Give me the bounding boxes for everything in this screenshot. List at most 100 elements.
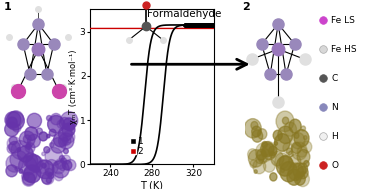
- Circle shape: [269, 146, 277, 156]
- Circle shape: [284, 122, 296, 136]
- Circle shape: [251, 122, 258, 129]
- Circle shape: [256, 155, 264, 164]
- Text: Formaldehyde: Formaldehyde: [146, 9, 221, 19]
- Circle shape: [63, 131, 75, 143]
- Circle shape: [26, 154, 41, 170]
- Circle shape: [27, 113, 41, 128]
- Text: Fe HS: Fe HS: [332, 45, 357, 54]
- Circle shape: [301, 141, 312, 153]
- Circle shape: [259, 154, 267, 163]
- Circle shape: [301, 126, 306, 131]
- Circle shape: [52, 161, 65, 174]
- Circle shape: [26, 144, 31, 149]
- Circle shape: [45, 168, 53, 176]
- Circle shape: [63, 137, 71, 145]
- Circle shape: [60, 165, 66, 171]
- Circle shape: [13, 124, 21, 132]
- Circle shape: [25, 143, 35, 153]
- Circle shape: [23, 153, 38, 168]
- Circle shape: [7, 117, 17, 127]
- Circle shape: [258, 129, 267, 139]
- Circle shape: [257, 149, 266, 160]
- Circle shape: [25, 127, 38, 140]
- Circle shape: [288, 151, 294, 157]
- Circle shape: [49, 143, 54, 147]
- Circle shape: [287, 169, 301, 185]
- Text: Fe LS: Fe LS: [332, 16, 355, 25]
- Circle shape: [283, 117, 289, 124]
- Circle shape: [63, 149, 68, 154]
- Circle shape: [48, 115, 64, 133]
- Circle shape: [46, 115, 52, 121]
- Text: O: O: [332, 161, 339, 170]
- Circle shape: [293, 163, 306, 178]
- Circle shape: [303, 136, 307, 140]
- Circle shape: [11, 141, 29, 159]
- Circle shape: [252, 130, 263, 142]
- Circle shape: [65, 160, 76, 171]
- Circle shape: [292, 142, 307, 160]
- Circle shape: [275, 153, 289, 169]
- Circle shape: [23, 168, 37, 182]
- Circle shape: [253, 159, 266, 174]
- Circle shape: [289, 119, 301, 133]
- Circle shape: [53, 133, 67, 147]
- Circle shape: [6, 165, 18, 177]
- Circle shape: [261, 142, 274, 157]
- Circle shape: [67, 123, 74, 131]
- Circle shape: [61, 155, 71, 164]
- Circle shape: [244, 119, 261, 138]
- Circle shape: [59, 117, 70, 129]
- Circle shape: [17, 148, 20, 151]
- Circle shape: [51, 113, 61, 125]
- Circle shape: [276, 156, 294, 176]
- Circle shape: [59, 133, 74, 149]
- Circle shape: [264, 159, 275, 172]
- Circle shape: [280, 162, 298, 182]
- Circle shape: [296, 172, 309, 187]
- Circle shape: [6, 155, 23, 172]
- Circle shape: [61, 158, 67, 164]
- Circle shape: [249, 150, 264, 167]
- Circle shape: [248, 149, 258, 160]
- Circle shape: [288, 163, 303, 181]
- Circle shape: [24, 165, 41, 183]
- Circle shape: [273, 130, 282, 141]
- Circle shape: [262, 144, 276, 160]
- Circle shape: [15, 167, 19, 170]
- Circle shape: [19, 169, 23, 173]
- Circle shape: [18, 146, 33, 162]
- Circle shape: [294, 173, 305, 185]
- Circle shape: [262, 141, 274, 156]
- Text: 1: 1: [4, 2, 11, 12]
- Y-axis label: χₘT (cm³·K·mol⁻¹): χₘT (cm³·K·mol⁻¹): [70, 50, 78, 124]
- Circle shape: [276, 111, 294, 132]
- Circle shape: [10, 151, 27, 169]
- Circle shape: [59, 127, 72, 141]
- Circle shape: [7, 137, 20, 150]
- Circle shape: [298, 163, 307, 174]
- Circle shape: [44, 160, 59, 174]
- Circle shape: [36, 160, 49, 173]
- Circle shape: [255, 143, 273, 162]
- Circle shape: [22, 173, 35, 186]
- Circle shape: [49, 129, 56, 136]
- Circle shape: [46, 134, 50, 138]
- Circle shape: [279, 155, 292, 170]
- Circle shape: [42, 152, 45, 156]
- Circle shape: [281, 169, 284, 173]
- Circle shape: [287, 148, 292, 155]
- Circle shape: [262, 142, 267, 148]
- Circle shape: [55, 159, 65, 169]
- Circle shape: [27, 156, 43, 172]
- Circle shape: [297, 167, 308, 179]
- Circle shape: [45, 147, 63, 166]
- Circle shape: [59, 156, 64, 161]
- Circle shape: [52, 160, 69, 178]
- Circle shape: [5, 122, 19, 136]
- Circle shape: [278, 126, 293, 144]
- Circle shape: [19, 131, 35, 147]
- Circle shape: [7, 144, 16, 153]
- Circle shape: [294, 130, 309, 147]
- Circle shape: [269, 151, 275, 158]
